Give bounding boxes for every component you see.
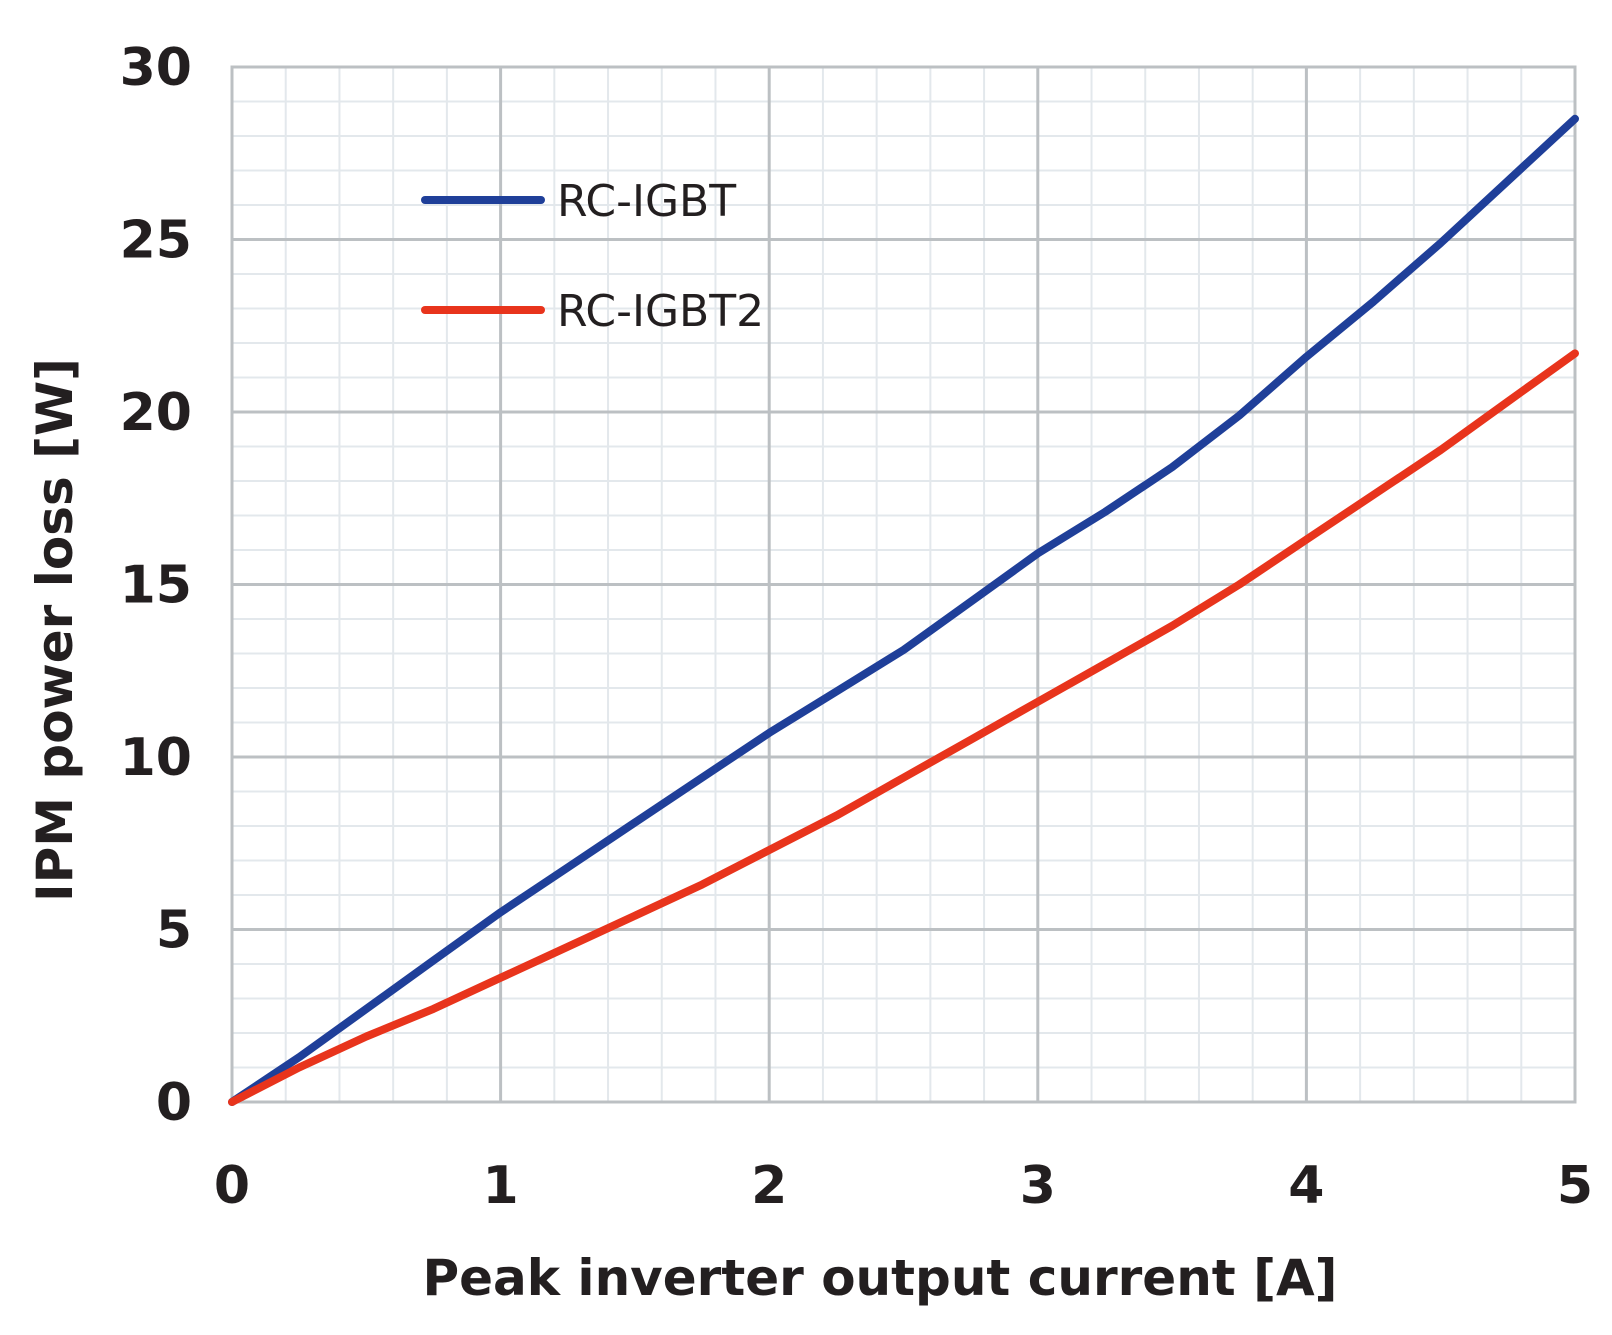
legend-item: RC-IGBT2 (421, 286, 764, 337)
x-tick-label: 4 (1288, 1156, 1324, 1216)
y-tick-label: 20 (120, 383, 192, 443)
y-tick-label: 15 (120, 556, 192, 616)
x-tick-label: 2 (751, 1156, 787, 1216)
x-tick-label: 1 (483, 1156, 519, 1216)
y-tick-label: 0 (156, 1073, 192, 1133)
x-axis-title: Peak inverter output current [A] (422, 1249, 1337, 1307)
y-tick-label: 25 (120, 211, 192, 271)
y-tick-label: 5 (156, 901, 192, 961)
y-tick-label: 10 (120, 728, 192, 788)
x-tick-label: 3 (1020, 1156, 1056, 1216)
series-line-2 (228, 349, 1579, 1106)
legend-label: RC-IGBT (557, 176, 736, 227)
y-axis-title: IPM power loss [W] (26, 358, 84, 902)
plot-frame (230, 65, 1577, 1104)
x-tick-label: 5 (1557, 1156, 1593, 1216)
x-tick-label: 0 (214, 1156, 250, 1216)
y-tick-label: 30 (120, 38, 192, 98)
legend-label: RC-IGBT2 (557, 286, 764, 337)
series-line-1 (228, 114, 1579, 1106)
legend-item: RC-IGBT (421, 176, 736, 227)
